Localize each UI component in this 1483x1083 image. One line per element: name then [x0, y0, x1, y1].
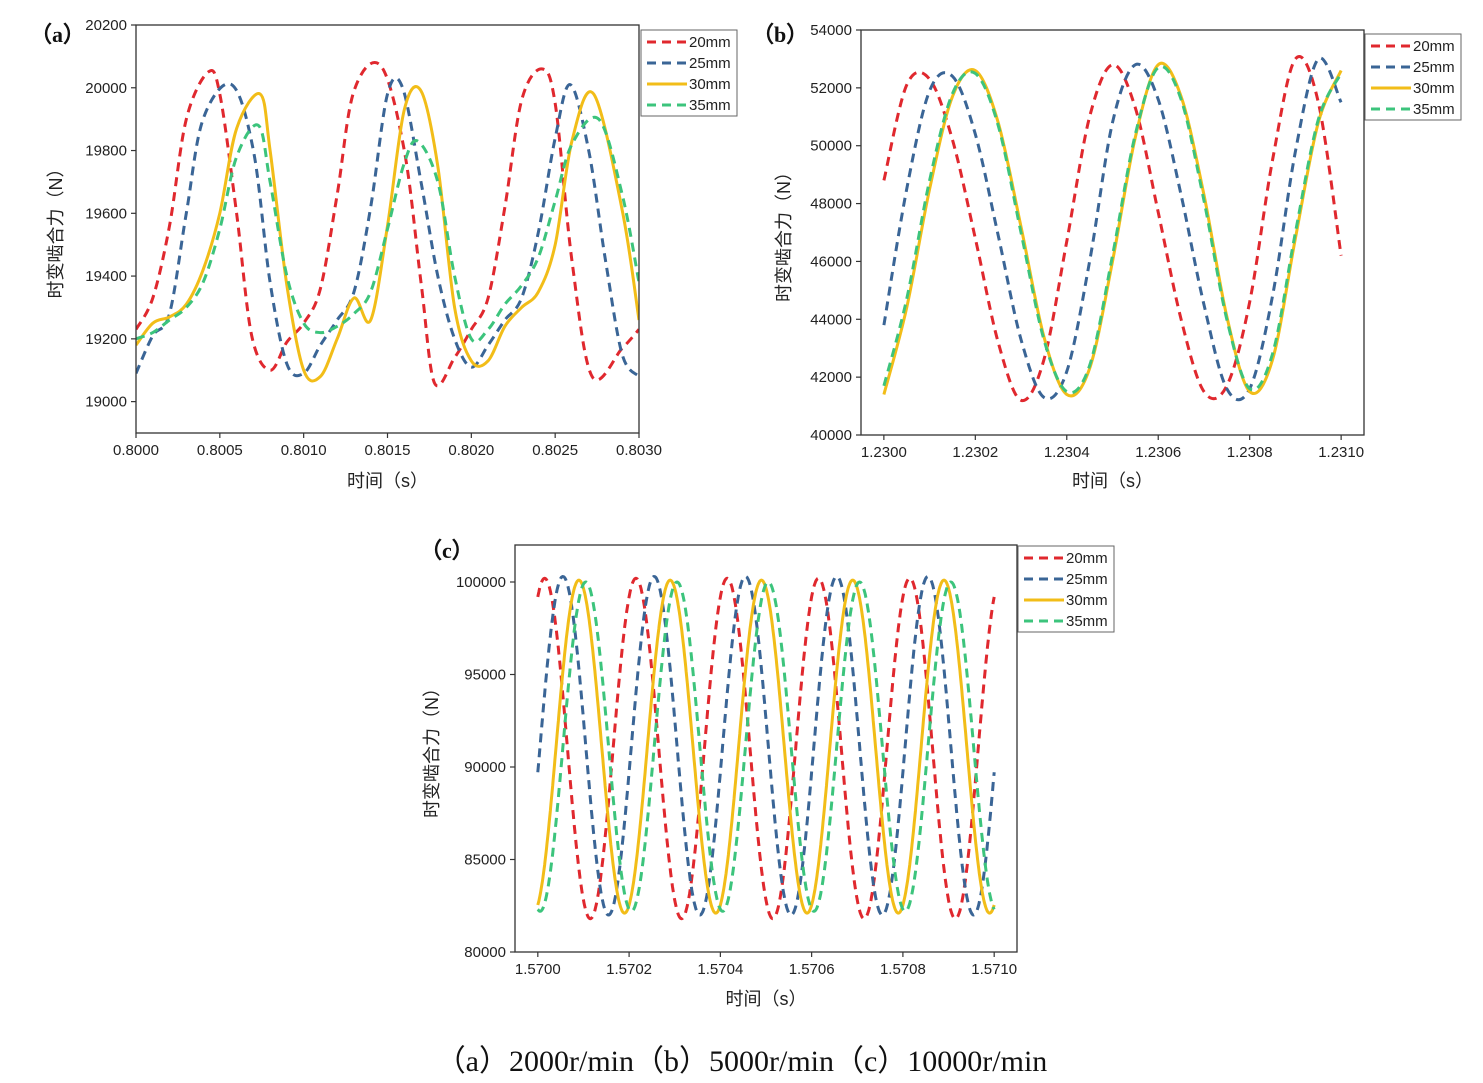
- x-tick-label: 1.2308: [1227, 444, 1273, 461]
- y-tick-label: 54000: [810, 22, 852, 39]
- series-line-30mm: [536, 578, 996, 915]
- x-tick-label: 0.8020: [448, 442, 494, 459]
- figure-caption: （a）2000r/min（b）5000r/min（c）10000r/min: [435, 1045, 1048, 1078]
- series-line-20mm: [882, 55, 1343, 402]
- panel-label: （c）: [420, 538, 474, 563]
- series-group: [882, 55, 1343, 402]
- y-tick-label: 52000: [810, 80, 852, 97]
- chart-panel-b: （b） 1.2300 1.2302 1.2304 1.2306 1.2308 1.2310 4…: [752, 22, 1462, 491]
- y-tick-label: 46000: [810, 253, 852, 270]
- legend: 20mm 25mm 30mm 35mm: [1364, 33, 1462, 121]
- x-tick-label: 0.8010: [281, 442, 327, 459]
- legend-label-30mm: 30mm: [1413, 80, 1455, 97]
- series-line-35mm: [536, 580, 996, 913]
- y-tick-label: 44000: [810, 311, 852, 328]
- series-line-35mm: [136, 115, 639, 344]
- y-tick-label: 40000: [810, 427, 852, 444]
- panel-label: （b）: [752, 22, 808, 47]
- legend-label-25mm: 25mm: [689, 55, 731, 72]
- x-tick-label: 1.2300: [861, 444, 907, 461]
- x-axis-label: 时间（s）: [726, 989, 807, 1009]
- chart-panel-a: （a） 0.8000 0.8005 0.8010 0.8015 0.8020 0.8025 0…: [30, 17, 738, 491]
- series-line-25mm: [536, 574, 996, 917]
- series-line-30mm: [136, 85, 639, 383]
- y-tick-label: 19200: [85, 331, 127, 348]
- panel-label: （a）: [30, 22, 85, 47]
- y-tick-label: 42000: [810, 369, 852, 386]
- y-axis-label: 时变啮合力（N）: [422, 679, 442, 818]
- x-tick-label: 1.5710: [971, 961, 1017, 978]
- y-tick-label: 20000: [85, 80, 127, 97]
- series-group: [536, 574, 996, 921]
- x-tick-label: 1.2310: [1318, 444, 1364, 461]
- y-tick-label: 90000: [464, 759, 506, 776]
- y-tick-label: 95000: [464, 667, 506, 684]
- legend-label-20mm: 20mm: [689, 34, 731, 51]
- x-tick-label: 0.8000: [113, 442, 159, 459]
- legend-label-35mm: 35mm: [689, 97, 731, 114]
- x-tick-label: 1.2304: [1044, 444, 1090, 461]
- legend-box: [640, 29, 738, 117]
- y-axis-label: 时变啮合力（N）: [46, 160, 66, 299]
- legend: 20mm 25mm 30mm 35mm: [640, 29, 738, 117]
- x-tick-label: 1.2302: [952, 444, 998, 461]
- y-axis-label: 时变啮合力（N）: [774, 163, 794, 302]
- x-tick-label: 0.8025: [532, 442, 578, 459]
- x-axis-label: 时间（s）: [1072, 471, 1153, 491]
- y-tick-label: 48000: [810, 196, 852, 213]
- x-tick-label: 1.5704: [697, 961, 743, 978]
- legend-label-35mm: 35mm: [1066, 613, 1108, 630]
- y-tick-label: 19800: [85, 143, 127, 160]
- figure-canvas: （a） 0.8000 0.8005 0.8010 0.8015 0.8020 0.8025 0…: [30, 17, 1462, 1009]
- x-axis-label: 时间（s）: [347, 471, 428, 491]
- legend-label-35mm: 35mm: [1413, 101, 1455, 118]
- plot-frame: [860, 29, 1365, 436]
- x-tick-label: 1.2306: [1135, 444, 1181, 461]
- y-tick-label: 19600: [85, 205, 127, 222]
- y-tick-label: 50000: [810, 138, 852, 155]
- plot-frame: [514, 544, 1018, 953]
- series-line-35mm: [882, 64, 1343, 395]
- x-tick-label: 0.8030: [616, 442, 662, 459]
- y-tick-label: 100000: [456, 574, 506, 591]
- x-tick-label: 0.8015: [365, 442, 411, 459]
- series-line-25mm: [136, 76, 639, 378]
- series-line-20mm: [136, 61, 639, 388]
- y-tick-label: 85000: [464, 852, 506, 869]
- series-line-20mm: [536, 576, 996, 921]
- legend-box: [1017, 545, 1115, 633]
- y-tick-label: 20200: [85, 17, 127, 34]
- series-group: [136, 61, 639, 388]
- y-tick-label: 19000: [85, 394, 127, 411]
- x-tick-label: 0.8005: [197, 442, 243, 459]
- series-line-25mm: [882, 56, 1343, 402]
- legend-label-20mm: 20mm: [1413, 38, 1455, 55]
- legend-label-30mm: 30mm: [689, 76, 731, 93]
- legend: 20mm 25mm 30mm 35mm: [1017, 545, 1115, 633]
- x-tick-label: 1.5702: [606, 961, 652, 978]
- legend-label-25mm: 25mm: [1066, 571, 1108, 588]
- x-tick-label: 1.5708: [880, 961, 926, 978]
- chart-panel-c: （c） 1.5700 1.5702 1.5704 1.5706 1.5708 1.5710 8…: [420, 538, 1115, 1009]
- x-tick-label: 1.5706: [789, 961, 835, 978]
- series-line-30mm: [882, 61, 1343, 398]
- legend-box: [1364, 33, 1462, 121]
- y-tick-label: 80000: [464, 944, 506, 961]
- x-tick-label: 1.5700: [515, 961, 561, 978]
- y-tick-label: 19400: [85, 268, 127, 285]
- legend-label-20mm: 20mm: [1066, 550, 1108, 567]
- legend-label-30mm: 30mm: [1066, 592, 1108, 609]
- legend-label-25mm: 25mm: [1413, 59, 1455, 76]
